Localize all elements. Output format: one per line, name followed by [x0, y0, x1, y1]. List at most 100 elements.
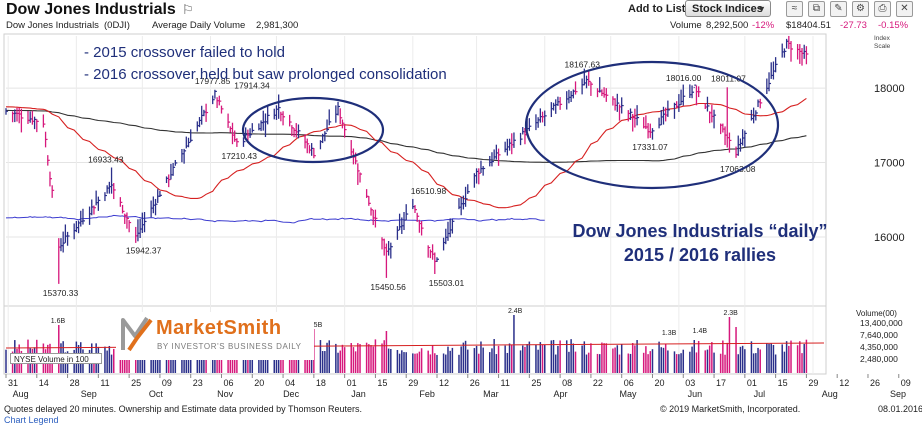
price-bar	[5, 108, 8, 115]
flag-icon[interactable]: ⚐	[182, 2, 194, 17]
compare-icon[interactable]: ⧉	[808, 1, 825, 17]
x-day-label-19: 22	[593, 378, 603, 388]
price-tick-0: 18000	[874, 83, 905, 95]
draw-icon[interactable]: ✎	[830, 1, 847, 17]
chart-type-icon[interactable]: ≈	[786, 1, 803, 17]
price-bar	[341, 119, 345, 129]
x-day-label-22: 03	[685, 378, 695, 388]
price-bar	[744, 130, 747, 148]
price-bar	[121, 204, 125, 214]
add-to-list-label: Add to List:	[628, 3, 690, 15]
price-axis-label-2: Scale	[874, 43, 891, 50]
price-bar	[297, 124, 301, 139]
rs-line	[5, 214, 545, 224]
price-bar	[291, 125, 294, 136]
price-bar	[306, 138, 310, 154]
volume-label-2: 2.4B	[508, 308, 523, 315]
volume-label-4: 1.4B	[693, 328, 708, 335]
volume-axis: Volume(00)13,400,000 7,640,000 4,350,000 2,…	[856, 309, 903, 364]
x-month-label-11: Jul	[754, 389, 766, 399]
info-bar: Dow Jones Industrials (0DJI) Average Dai…	[0, 20, 922, 33]
x-day-label-15: 26	[470, 378, 480, 388]
x-month-label-8: Apr	[554, 389, 568, 399]
price-bar	[249, 128, 253, 138]
x-day-label-17: 25	[531, 378, 541, 388]
price-label-12: 18011.07	[711, 73, 746, 83]
print-icon[interactable]: ⎙	[874, 1, 891, 17]
price-bar	[328, 109, 332, 126]
x-day-label-21: 20	[654, 378, 664, 388]
list-select[interactable]: Stock Indices ▼	[685, 0, 771, 17]
price-bar	[805, 46, 809, 65]
price-bar	[128, 220, 132, 233]
price-bar	[44, 131, 48, 148]
price-bar	[436, 257, 439, 262]
price-bar	[629, 108, 633, 120]
price-bar	[427, 245, 431, 258]
price-bar	[36, 119, 39, 133]
x-day-label-28: 26	[870, 378, 880, 388]
price-bar	[20, 108, 24, 133]
x-day-label-0: 31	[8, 378, 18, 388]
x-month-label-4: Dec	[283, 389, 300, 399]
chart-title: Dow Jones Industrials	[6, 1, 176, 18]
price-bar	[783, 48, 787, 58]
volume-label: Volume	[670, 20, 702, 31]
price-tick-2: 16000	[874, 232, 905, 244]
price-label-10: 17331.07	[632, 142, 668, 152]
price-bar	[326, 119, 330, 132]
price-bar	[574, 81, 578, 95]
price-bar	[434, 252, 437, 274]
price-bar	[414, 205, 417, 214]
volume-label-0: 1.6B	[51, 318, 66, 325]
x-month-label-1: Sep	[81, 389, 97, 399]
price-bar	[755, 110, 758, 121]
price-bar	[590, 81, 593, 96]
price-bar	[464, 186, 468, 207]
price-bar	[267, 106, 270, 125]
x-day-label-26: 29	[808, 378, 818, 388]
ma-50-path	[5, 97, 807, 209]
price-bar	[491, 152, 494, 167]
price-bar	[324, 131, 327, 142]
price-label-5: 17210.43	[221, 151, 257, 161]
price-bar	[621, 97, 624, 114]
price-bar	[698, 86, 701, 98]
marketsmith-logo: MarketSmith BY INVESTOR'S BUSINESS DAILY	[116, 312, 314, 360]
chart-legend-link[interactable]: Chart Legend	[4, 415, 59, 425]
volume-tick-0: 13,400,000	[860, 318, 903, 328]
price-bar	[774, 57, 778, 73]
price-label-0: 15370.33	[43, 288, 79, 298]
close-icon[interactable]: ✕	[896, 1, 913, 17]
annotation-line-1: - 2015 crossover failed to hold	[84, 44, 285, 61]
logo-tagline: BY INVESTOR'S BUSINESS DAILY	[157, 342, 302, 351]
price-bar	[651, 128, 655, 140]
price-bar	[51, 185, 55, 198]
volume-tick-2: 4,350,000	[860, 342, 898, 352]
volume-label-1: 1.5B	[308, 322, 323, 329]
price-bar	[212, 95, 215, 105]
price-value: $18404.51	[786, 20, 831, 31]
x-month-label-10: Jun	[688, 389, 703, 399]
avg-volume-label: Average Daily Volume	[152, 20, 246, 31]
price-tick-1: 17000	[874, 158, 905, 170]
rs-line-path	[5, 214, 545, 224]
x-day-label-3: 11	[100, 378, 109, 388]
price-bar	[616, 93, 620, 112]
x-day-label-10: 18	[316, 378, 326, 388]
price-bar	[42, 114, 46, 128]
price-chart: 1.6B 1.5B 2.4B 1.3B 1.4B 2.3B 15370.33 16933.4…	[3, 33, 911, 399]
list-select-value: Stock Indices	[692, 3, 763, 15]
x-day-label-8: 20	[254, 378, 264, 388]
ma-50-line	[5, 97, 807, 209]
settings-icon[interactable]: ⚙	[852, 1, 869, 17]
price-bar	[467, 184, 470, 194]
price-bar	[82, 208, 85, 225]
price-bar	[337, 101, 341, 116]
price-label-3: 17977.85	[195, 76, 231, 86]
price-bar	[93, 205, 96, 215]
x-day-label-20: 06	[624, 378, 634, 388]
price-bar	[278, 94, 281, 119]
price-bar	[220, 105, 224, 114]
footer-copyright: © 2019 MarketSmith, Incorporated.	[660, 404, 801, 414]
